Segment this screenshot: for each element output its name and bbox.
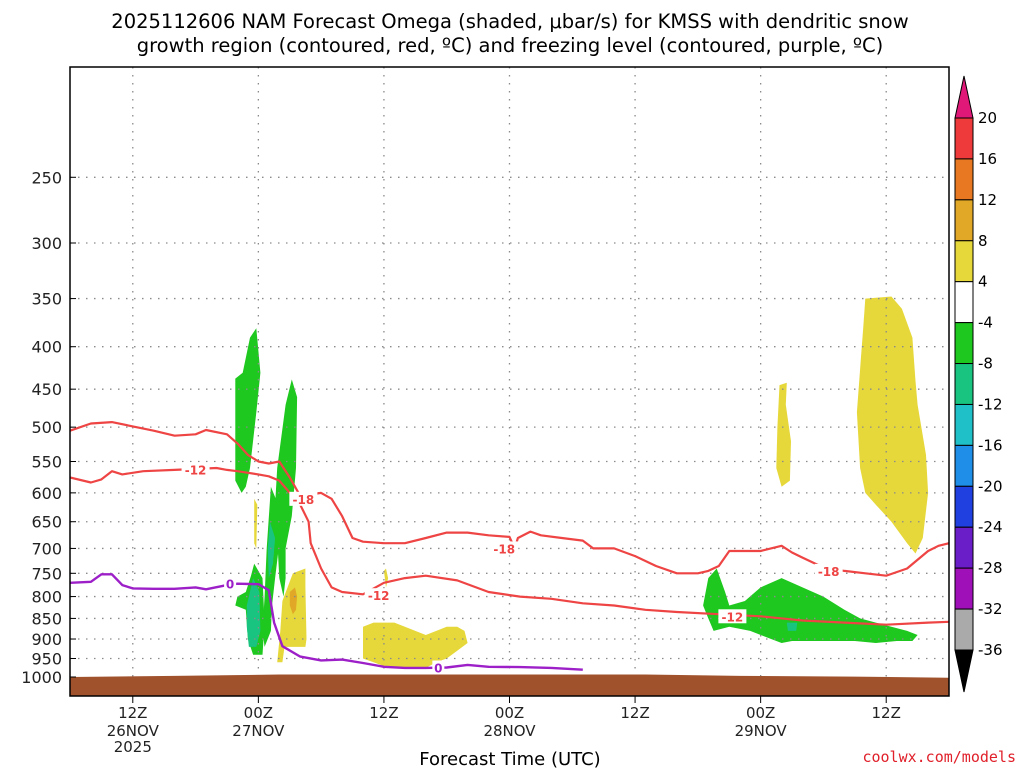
- plot-grid: [70, 67, 949, 696]
- colorbar-band-9: [954, 444, 974, 487]
- xtick-label-5: 00Z: [746, 704, 775, 722]
- xtick-label-0: 12Z: [118, 704, 147, 722]
- contour-label-bg-4: [718, 609, 747, 624]
- colorbar: 20 16 12 8 4 -4 -8 -12 -16 -20 -24 -28 -32 -36: [954, 75, 1003, 693]
- colorbar-band-2: [954, 158, 974, 201]
- omega-region-10: [363, 622, 468, 669]
- contour-label-4: -12: [722, 610, 744, 624]
- ytick-label-750: 750: [31, 564, 62, 583]
- ytick-label-350: 350: [31, 290, 62, 309]
- contour-label-1: -18: [293, 493, 315, 507]
- ytick-label-1000: 1000: [21, 668, 62, 687]
- xtick-sublabel-0-0: 26NOV: [107, 722, 160, 740]
- ytick-label-400: 400: [31, 338, 62, 357]
- credit-text: coolwx.com/models: [862, 748, 1016, 766]
- omega-region-8: [289, 587, 298, 615]
- ytick-label-300: 300: [31, 234, 62, 253]
- ytick-label-700: 700: [31, 539, 62, 558]
- contour-label-bg-5: [814, 563, 843, 578]
- omega-region-0: [235, 328, 261, 493]
- omega-region-7: [277, 568, 307, 663]
- xtick-label-6: 12Z: [872, 704, 901, 722]
- contour-label-bg-3: [490, 541, 519, 556]
- omega-region-5: [267, 521, 276, 579]
- omega-region-11: [703, 568, 918, 643]
- colorbar-band-5: [954, 281, 974, 324]
- ground-fill: [70, 674, 949, 696]
- x-axis-label: Forecast Time (UTC): [419, 749, 600, 768]
- colorbar-top-arrow: [954, 75, 974, 119]
- colorbar-label-3: 8: [978, 232, 988, 250]
- ytick-label-600: 600: [31, 484, 62, 503]
- dgz-minus18-contour-0: [70, 421, 949, 577]
- contour-label-7: 0: [434, 662, 442, 676]
- chart-title-line-1: 2025112606 NAM Forecast Omega (shaded, μ…: [111, 10, 908, 33]
- xtick-sublabel-1-0: 27NOV: [232, 722, 285, 740]
- colorbar-band-3: [954, 199, 974, 242]
- colorbar-label-4: 4: [978, 273, 988, 291]
- ytick-label-250: 250: [31, 168, 62, 187]
- colorbar-band-10: [954, 485, 974, 528]
- colorbar-band-6: [954, 322, 974, 365]
- xtick-sublabel-0-1: 2025: [114, 738, 152, 756]
- xtick-label-4: 12Z: [620, 704, 649, 722]
- contour-labels: -12 -18 -12 -18 -12 -18 0 0: [181, 462, 843, 676]
- ytick-label-450: 450: [31, 380, 62, 399]
- contour-label-bg-7: [432, 660, 445, 675]
- colorbar-band-4: [954, 240, 974, 283]
- colorbar-band-12: [954, 567, 974, 610]
- colorbar-label-6: -8: [978, 355, 993, 373]
- colorbar-label-7: -12: [978, 395, 1003, 413]
- xtick-label-1: 00Z: [244, 704, 273, 722]
- colorbar-label-10: -24: [978, 518, 1003, 536]
- colorbar-label-0: 20: [978, 109, 997, 127]
- contour-label-3: -18: [493, 542, 515, 556]
- ytick-label-950: 950: [31, 650, 62, 669]
- ytick-label-900: 900: [31, 630, 62, 649]
- colorbar-label-1: 16: [978, 150, 997, 168]
- colorbar-band-13: [954, 608, 974, 651]
- ytick-label-500: 500: [31, 418, 62, 437]
- colorbar-band-1: [954, 117, 974, 160]
- contour-label-bg-6: [224, 576, 237, 591]
- colorbar-label-12: -32: [978, 600, 1003, 618]
- omega-region-14: [856, 296, 929, 554]
- contour-label-bg-0: [181, 462, 210, 477]
- contour-label-bg-1: [289, 491, 318, 506]
- xtick-label-2: 12Z: [369, 704, 398, 722]
- ytick-label-650: 650: [31, 513, 62, 532]
- contour-label-5: -18: [818, 565, 840, 579]
- colorbar-bottom-arrow: [954, 649, 974, 693]
- colorbar-label-2: 12: [978, 191, 997, 209]
- ytick-label-800: 800: [31, 588, 62, 607]
- xtick-sublabel-5-0: 29NOV: [735, 722, 788, 740]
- chart-title-line-2: growth region (contoured, red, ºC) and f…: [137, 34, 884, 57]
- terrain-ground: [70, 674, 949, 696]
- omega-region-6: [254, 498, 258, 549]
- colorbar-band-7: [954, 363, 974, 405]
- contour-label-bg-2: [364, 588, 393, 603]
- contour-label-6: 0: [226, 578, 234, 592]
- xtick-label-3: 00Z: [495, 704, 524, 722]
- freezing-level-contour-0: [70, 573, 583, 671]
- xtick-sublabel-3-0: 28NOV: [483, 722, 536, 740]
- ytick-label-550: 550: [31, 453, 62, 472]
- y-axis-ticks: 250 300 350 400 450 500 550 600 650 700 750 800 850 9…: [21, 168, 76, 687]
- colorbar-label-11: -28: [978, 559, 1003, 577]
- omega-shading: [235, 296, 929, 669]
- omega-region-4: [246, 578, 261, 647]
- ytick-label-850: 850: [31, 609, 62, 628]
- colorbar-label-9: -20: [978, 477, 1003, 495]
- contour-label-0: -12: [185, 463, 207, 477]
- colorbar-band-8: [954, 403, 974, 446]
- contour-label-2: -12: [368, 589, 390, 603]
- colorbar-label-13: -36: [978, 641, 1003, 659]
- omega-region-13: [776, 382, 791, 487]
- colorbar-label-5: -4: [978, 314, 993, 332]
- colorbar-label-8: -16: [978, 436, 1003, 454]
- omega-region-12: [786, 622, 798, 631]
- colorbar-band-11: [954, 526, 974, 569]
